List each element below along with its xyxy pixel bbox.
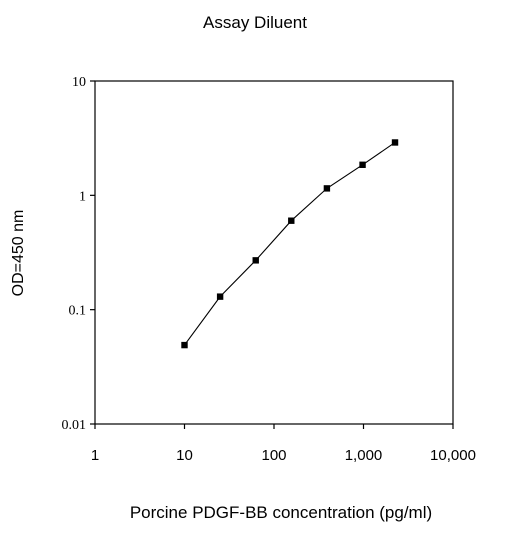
series-line <box>184 142 396 346</box>
x-axis-label: Porcine PDGF-BB concentration (pg/ml) <box>130 503 432 522</box>
x-axis-tick-labels: 1 10 100 1,000 10,000 <box>91 447 476 464</box>
data-point <box>359 161 366 168</box>
data-point <box>216 293 224 300</box>
data-point <box>181 341 188 349</box>
x-axis-ticks <box>94 424 454 429</box>
y-tick-label: 10 <box>72 75 86 90</box>
x-tick-label: 10,000 <box>430 447 476 464</box>
data-point <box>323 185 331 192</box>
x-tick-label: 1,000 <box>345 447 383 464</box>
series-group <box>181 139 399 349</box>
y-axis-label: OD=450 nm <box>10 210 27 297</box>
y-axis-ticks <box>90 80 95 425</box>
x-tick-label: 1 <box>91 447 99 464</box>
plot-frame <box>94 80 454 425</box>
y-tick-label: 1 <box>79 189 86 204</box>
y-tick-label: 0.01 <box>62 418 87 433</box>
y-axis-tick-labels: 0.01 0.1 1 10 <box>62 75 87 433</box>
y-tick-label: 0.1 <box>69 304 87 319</box>
data-point <box>288 217 295 224</box>
data-point <box>252 257 259 264</box>
chart-title: Assay Diluent <box>203 13 307 32</box>
x-tick-label: 10 <box>176 447 193 464</box>
x-tick-label: 100 <box>261 447 286 464</box>
data-point <box>391 139 399 146</box>
